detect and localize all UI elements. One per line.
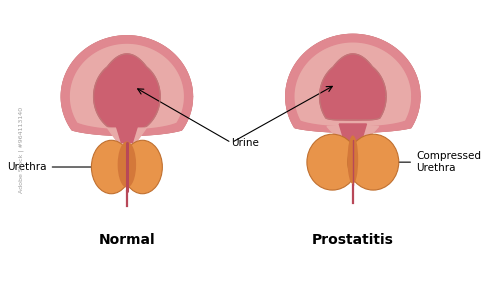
Ellipse shape: [118, 142, 136, 188]
Text: Urethra: Urethra: [7, 162, 106, 172]
Ellipse shape: [92, 140, 132, 194]
Text: Adobe Stock | #964113140: Adobe Stock | #964113140: [18, 107, 24, 193]
Polygon shape: [320, 54, 386, 120]
Polygon shape: [339, 124, 366, 140]
Polygon shape: [62, 36, 192, 135]
Ellipse shape: [348, 135, 358, 184]
Polygon shape: [286, 34, 420, 132]
Ellipse shape: [122, 140, 162, 194]
Text: Compressed
Urethra: Compressed Urethra: [366, 151, 481, 173]
Polygon shape: [62, 36, 192, 135]
Polygon shape: [327, 126, 378, 140]
Polygon shape: [116, 126, 138, 143]
Text: Normal: Normal: [98, 233, 155, 247]
Polygon shape: [286, 34, 420, 132]
Polygon shape: [108, 128, 146, 143]
Polygon shape: [94, 54, 160, 137]
Ellipse shape: [307, 134, 358, 190]
Text: Urine: Urine: [232, 138, 259, 148]
Text: Prostatitis: Prostatitis: [312, 233, 394, 247]
Ellipse shape: [348, 134, 399, 190]
